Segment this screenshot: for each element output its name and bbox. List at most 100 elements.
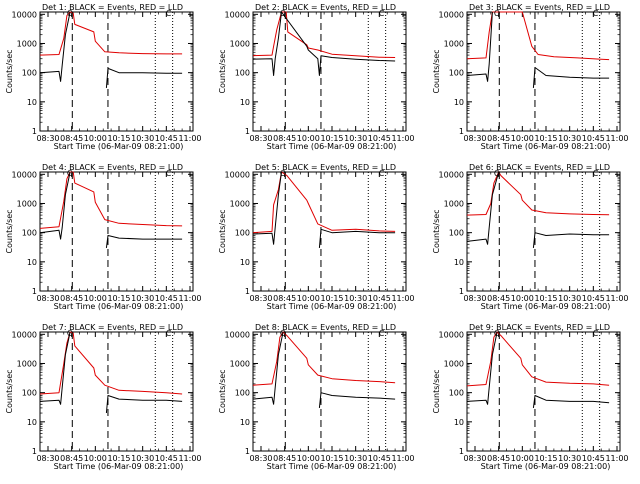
x-tick-label: 10:30 — [558, 294, 581, 303]
panel-det-2: 1 10 100 1000 10000 08:30 08:45 10:00 10:15 10:30… — [218, 3, 415, 151]
x-axis-label: Start Time (06-Mar-09 08:21:00) — [54, 302, 184, 311]
x-tick-label: 10:15 — [534, 294, 557, 303]
series-black-events — [39, 11, 183, 88]
x-tick-label: 11:00 — [605, 134, 628, 143]
series-black-events — [39, 171, 183, 248]
x-tick-label: 10:30 — [558, 454, 581, 463]
x-tick-label: 10:45 — [368, 294, 391, 303]
x-tick-label: 08:45 — [273, 454, 296, 463]
x-axis-label: Start Time (06-Mar-09 08:21:00) — [54, 462, 184, 471]
x-tick-label: 10:30 — [344, 294, 367, 303]
series-black-events — [252, 11, 396, 76]
y-tick-label: 10000 — [225, 170, 250, 179]
x-tick-label: 10:00 — [297, 294, 320, 303]
panel-det-4: 1 10 100 1000 10000 08:30 08:45 10:00 10:15 10:30… — [5, 163, 202, 311]
panel-title: Det 3: BLACK = Events, RED = LLD — [469, 3, 610, 12]
y-tick-label: 100 — [235, 229, 250, 238]
panel-det-1: 1 10 100 1000 10000 08:30 08:45 10:00 10:15 10:30… — [5, 3, 202, 151]
series-red-lld — [466, 171, 610, 216]
y-axis-label: Counts/sec — [432, 369, 441, 413]
y-tick-label: 100 — [22, 69, 37, 78]
y-tick-label: 1 — [245, 127, 250, 136]
panel-title: Det 6: BLACK = Events, RED = LLD — [469, 163, 610, 172]
y-axis-label: Counts/sec — [5, 209, 14, 253]
x-tick-label: 10:15 — [320, 454, 343, 463]
x-tick-label: 10:45 — [155, 134, 178, 143]
x-tick-label: 10:15 — [107, 134, 130, 143]
y-tick-label: 10000 — [12, 10, 37, 19]
x-tick-label: 10:30 — [131, 294, 154, 303]
x-axis-label: Start Time (06-Mar-09 08:21:00) — [267, 142, 397, 151]
y-tick-label: 100 — [22, 229, 37, 238]
y-tick-label: 10000 — [12, 330, 37, 339]
y-axis-label: Counts/sec — [218, 209, 227, 253]
panel-title: Det 2: BLACK = Events, RED = LLD — [255, 3, 396, 12]
annotation-o: O — [280, 169, 286, 178]
x-tick-label: 10:30 — [558, 134, 581, 143]
panel-det-8: 1 10 100 1000 10000 08:30 08:45 10:00 10:15 10:30… — [218, 323, 415, 471]
annotation-c: C — [166, 9, 172, 18]
x-tick-label: 08:30 — [463, 134, 486, 143]
y-axis-label: Counts/sec — [432, 209, 441, 253]
y-tick-label: 100 — [22, 389, 37, 398]
x-tick-label: 08:30 — [463, 294, 486, 303]
panel-title: Det 8: BLACK = Events, RED = LLD — [255, 323, 396, 332]
annotation-c: C — [166, 169, 172, 178]
annotation-c: C — [379, 329, 385, 338]
y-tick-label: 10 — [27, 98, 37, 107]
x-tick-label: 08:30 — [463, 454, 486, 463]
y-tick-label: 1000 — [444, 199, 464, 208]
panel-title: Det 7: BLACK = Events, RED = LLD — [42, 323, 183, 332]
series-black-events — [466, 331, 610, 408]
x-tick-label: 08:45 — [487, 134, 510, 143]
series-black-events — [252, 331, 396, 408]
y-tick-label: 10000 — [439, 170, 464, 179]
x-tick-label: 08:30 — [36, 294, 59, 303]
annotation-c: C — [593, 169, 599, 178]
x-tick-label: 10:00 — [297, 134, 320, 143]
y-tick-label: 1 — [459, 127, 464, 136]
y-axis-label: Counts/sec — [218, 49, 227, 93]
x-tick-label: 10:45 — [155, 294, 178, 303]
plot-frame — [39, 11, 194, 132]
panel-title: Det 9: BLACK = Events, RED = LLD — [469, 323, 610, 332]
annotation-c: C — [166, 329, 172, 338]
y-tick-label: 10 — [240, 258, 250, 267]
annotation-c: C — [593, 329, 599, 338]
series-red-lld — [39, 11, 183, 56]
x-tick-label: 10:45 — [582, 134, 605, 143]
y-tick-label: 10000 — [225, 330, 250, 339]
plot-frame — [39, 331, 194, 452]
y-tick-label: 1 — [459, 447, 464, 456]
x-tick-label: 10:15 — [320, 134, 343, 143]
annotation-o: O — [67, 329, 73, 338]
series-red-lld — [252, 331, 396, 386]
y-tick-label: 100 — [449, 69, 464, 78]
x-tick-label: 10:15 — [107, 454, 130, 463]
plot-frame — [252, 11, 407, 132]
x-tick-label: 10:30 — [131, 454, 154, 463]
y-tick-label: 10000 — [439, 10, 464, 19]
y-tick-label: 10000 — [12, 170, 37, 179]
y-tick-label: 1000 — [17, 359, 37, 368]
x-tick-label: 10:30 — [344, 134, 367, 143]
x-tick-label: 08:45 — [487, 454, 510, 463]
x-tick-label: 10:15 — [534, 134, 557, 143]
x-tick-label: 10:15 — [107, 294, 130, 303]
annotation-c: C — [593, 9, 599, 18]
y-tick-label: 1000 — [230, 39, 250, 48]
y-tick-label: 1000 — [17, 199, 37, 208]
x-tick-label: 11:00 — [391, 454, 414, 463]
series-red-lld — [466, 331, 610, 387]
y-tick-label: 100 — [449, 229, 464, 238]
y-tick-label: 10000 — [225, 10, 250, 19]
series-black-events — [466, 171, 610, 248]
y-tick-label: 100 — [449, 389, 464, 398]
y-tick-label: 1 — [459, 287, 464, 296]
y-tick-label: 10 — [454, 98, 464, 107]
panel-title: Det 4: BLACK = Events, RED = LLD — [42, 163, 183, 172]
x-axis-label: Start Time (06-Mar-09 08:21:00) — [267, 302, 397, 311]
panel-title: Det 5: BLACK = Events, RED = LLD — [255, 163, 396, 172]
x-tick-label: 10:00 — [84, 134, 107, 143]
